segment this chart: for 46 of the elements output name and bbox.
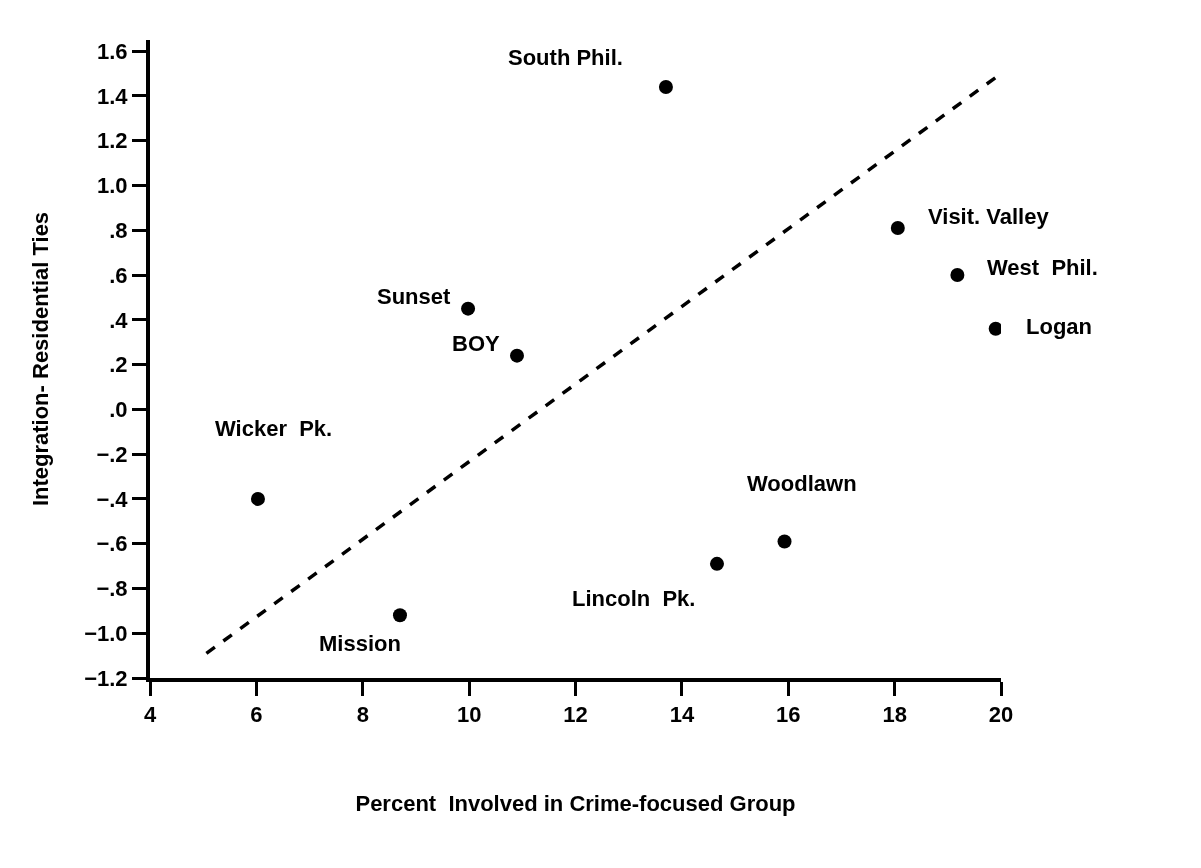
y-tick-label: −1.2 [84, 665, 128, 691]
annotation: Mission [319, 631, 401, 656]
x-tick-label: 4 [143, 702, 157, 728]
x-tick-label: 8 [356, 702, 369, 728]
y-axis-title: Integration- Residential Ties [28, 211, 54, 507]
point [709, 556, 724, 571]
y-tick-label: 1.6 [97, 38, 128, 64]
x-tick-label: 18 [882, 702, 907, 728]
y-tick-label: −.2 [96, 441, 128, 467]
point [461, 301, 476, 316]
annotation: Logan [1026, 314, 1092, 339]
point [510, 348, 524, 363]
y-tick-label: .8 [109, 217, 128, 243]
annotation: BOY [452, 331, 500, 356]
x-tick-label: 12 [563, 702, 588, 728]
y-tick-label: .0 [109, 397, 128, 423]
point [392, 608, 407, 623]
y-tick-label: −.8 [96, 576, 128, 602]
y-tick-label: .6 [109, 262, 128, 288]
y-tick-label: 1.4 [97, 83, 129, 109]
x-axis-title: Percent Involved in Crime-focused Group [355, 790, 796, 816]
annotation: South Phil. [508, 45, 623, 70]
annotation: Sunset [377, 284, 452, 309]
x-tick-label: 6 [250, 702, 263, 728]
y-tick-label: −.4 [96, 486, 129, 512]
y-tick-label: 1.0 [97, 173, 128, 199]
x-tick-label: 14 [669, 702, 695, 728]
y-tick-label: 1.2 [97, 128, 128, 154]
point [988, 321, 1001, 336]
annotation: West Phil. [987, 255, 1098, 280]
x-tick-label: 10 [456, 702, 482, 728]
y-tick-label: .4 [109, 307, 129, 333]
point [890, 221, 905, 236]
annotation: Lincoln Pk. [572, 586, 696, 611]
x-tick-label: 20 [988, 702, 1014, 728]
y-tick-label: −.6 [96, 531, 128, 557]
annotation: Wicker Pk. [215, 416, 333, 441]
annotation: Visit. Valley [928, 204, 1050, 229]
y-tick-label: −1.0 [84, 620, 128, 646]
annotation: Woodlawn [747, 471, 857, 496]
y-tick-label: .2 [109, 352, 128, 378]
point [250, 491, 265, 506]
point [777, 534, 792, 549]
x-tick-label: 16 [776, 702, 801, 728]
point [658, 80, 673, 94]
point [950, 268, 965, 283]
